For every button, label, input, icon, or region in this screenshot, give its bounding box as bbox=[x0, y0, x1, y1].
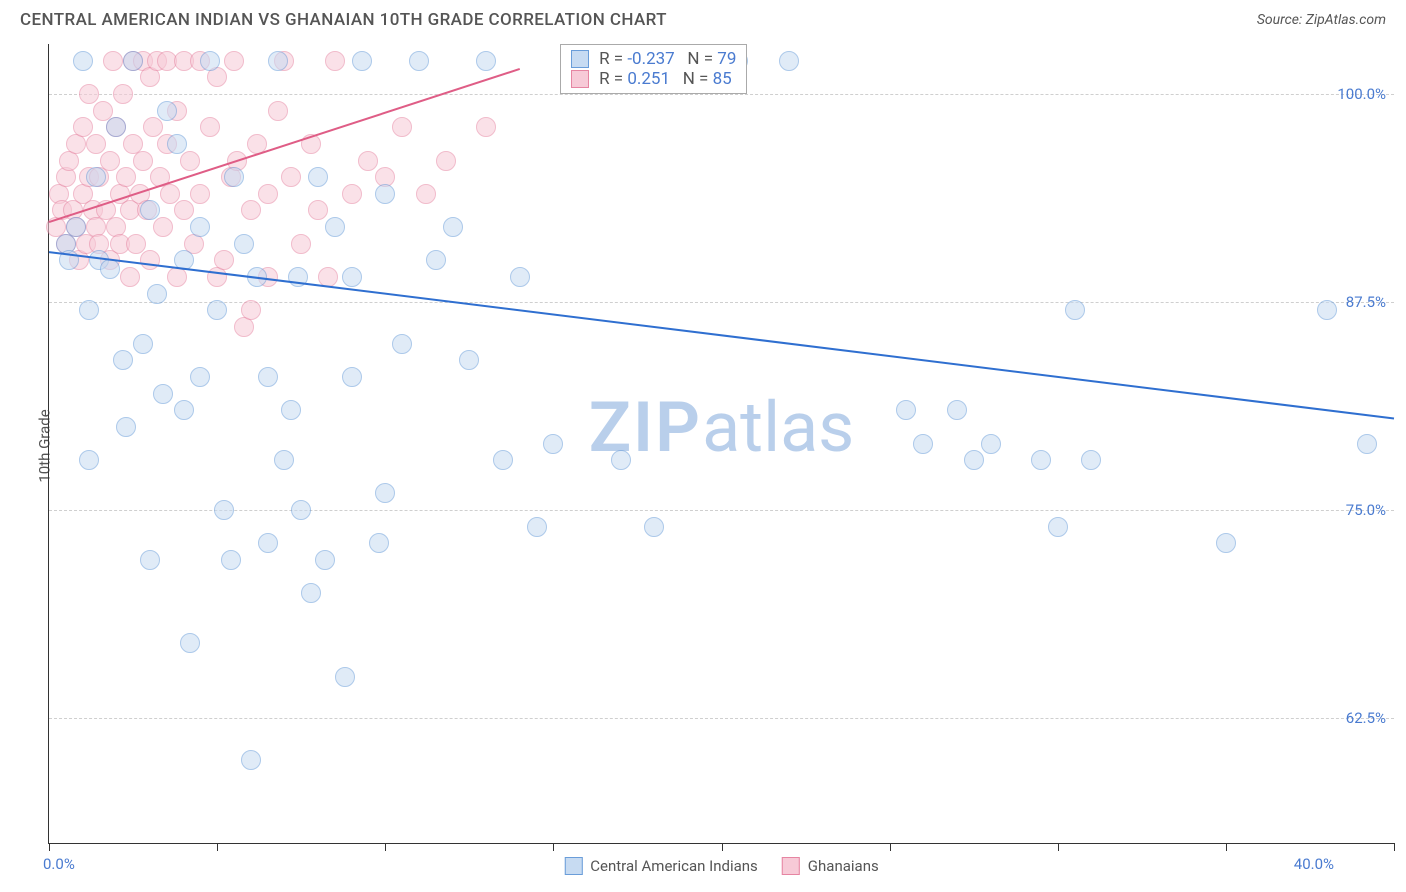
chart-area: ZIPatlas 100.0%87.5%75.0%62.5% R = -0.23… bbox=[48, 44, 1394, 844]
legend-swatch bbox=[571, 50, 589, 68]
stats-row: R = -0.237 N = 79 bbox=[571, 49, 736, 69]
legend-item: Central American Indians bbox=[564, 857, 758, 875]
chart-title: CENTRAL AMERICAN INDIAN VS GHANAIAN 10TH… bbox=[20, 10, 667, 30]
stats-row: R = 0.251 N = 85 bbox=[571, 69, 736, 89]
bottom-legend: Central American Indians Ghanaians bbox=[564, 857, 878, 875]
x-tick bbox=[385, 843, 386, 851]
legend-swatch bbox=[782, 857, 800, 875]
x-tick bbox=[1394, 843, 1395, 851]
legend-label: Ghanaians bbox=[808, 857, 879, 875]
legend-swatch bbox=[564, 857, 582, 875]
regression-lines bbox=[49, 44, 1394, 843]
x-tick bbox=[1058, 843, 1059, 851]
x-tick bbox=[890, 843, 891, 851]
source-label: Source: ZipAtlas.com bbox=[1257, 12, 1386, 28]
x-axis-min-label: 0.0% bbox=[43, 855, 75, 873]
x-tick bbox=[217, 843, 218, 851]
x-tick bbox=[49, 843, 50, 851]
x-tick bbox=[1226, 843, 1227, 851]
stats-box: R = -0.237 N = 79R = 0.251 N = 85 bbox=[560, 44, 747, 94]
x-tick bbox=[553, 843, 554, 851]
x-axis-max-label: 40.0% bbox=[1294, 855, 1334, 873]
legend-item: Ghanaians bbox=[782, 857, 879, 875]
legend-label: Central American Indians bbox=[590, 857, 758, 875]
x-tick bbox=[722, 843, 723, 851]
legend-swatch bbox=[571, 70, 589, 88]
